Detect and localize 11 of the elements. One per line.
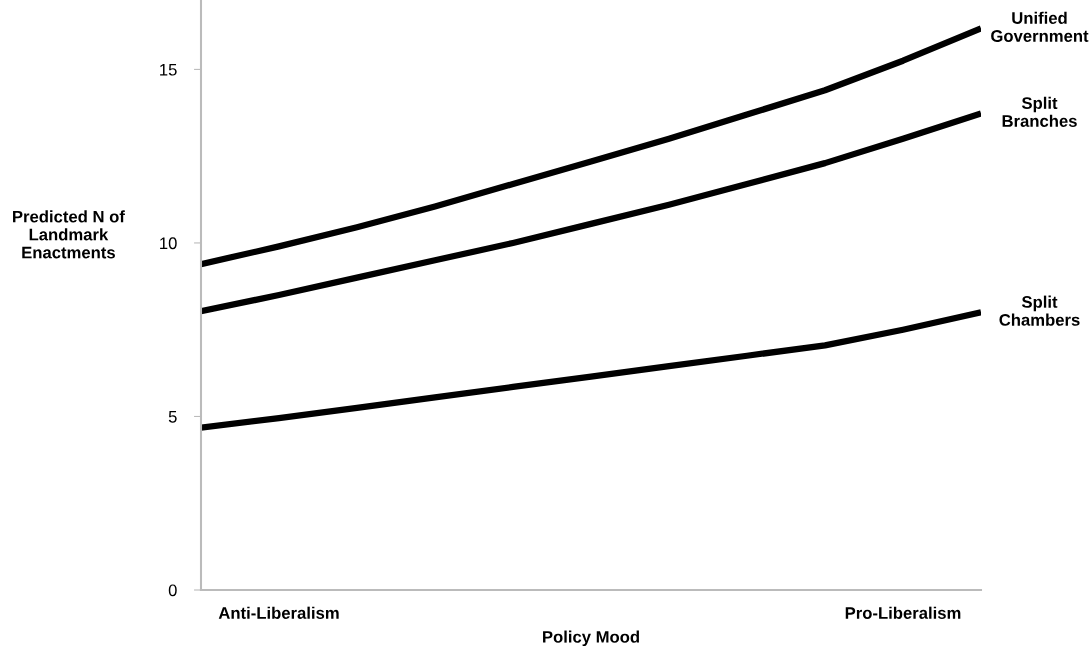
y-tick-label: 0 xyxy=(168,584,177,597)
series-label: Split Chambers xyxy=(999,295,1080,326)
series-label: Unified Government xyxy=(991,11,1089,42)
y-tick-label: 5 xyxy=(168,411,177,423)
x-tick-label: Pro-Liberalism xyxy=(845,606,961,619)
series-label: Split Branches xyxy=(1002,96,1077,127)
y-tick-label: 10 xyxy=(160,237,177,250)
y-tick-label: 15 xyxy=(160,63,177,76)
x-axis-title: Policy Mood xyxy=(543,630,639,647)
x-tick-label: Anti-Liberalism xyxy=(218,606,339,619)
y-axis-title: Predicted N of Landmark Enactments xyxy=(13,210,125,259)
